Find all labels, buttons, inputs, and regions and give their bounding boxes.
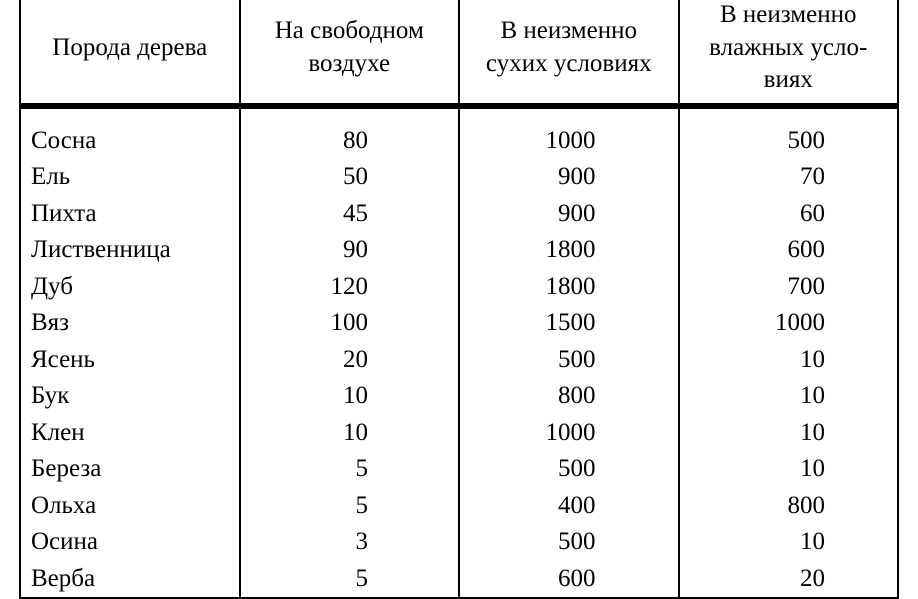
table-body: Сосна801000500Ель5090070Пихта4590060Лист… <box>20 107 898 599</box>
cell-value: 10 <box>240 378 460 415</box>
col-header-dry: В неизменно сухих условиях <box>459 0 679 104</box>
cell-species: Вяз <box>20 305 240 342</box>
table: Порода дерева На свободном воздухе В неи… <box>19 0 899 599</box>
table-row: Осина350010 <box>20 524 898 561</box>
cell-value: 1000 <box>679 305 899 342</box>
cell-value: 50 <box>240 159 460 196</box>
cell-value: 45 <box>240 196 460 233</box>
col-header-species: Порода дерева <box>20 0 240 104</box>
cell-species: Осина <box>20 524 240 561</box>
cell-species: Дуб <box>20 269 240 306</box>
cell-value: 5 <box>240 561 460 599</box>
cell-value: 800 <box>459 378 679 415</box>
cell-value: 500 <box>459 451 679 488</box>
table-row: Вяз10015001000 <box>20 305 898 342</box>
table-row: Ель5090070 <box>20 159 898 196</box>
table-header: Порода дерева На свободном воздухе В неи… <box>20 0 898 104</box>
table-row: Дуб1201800700 <box>20 269 898 306</box>
cell-value: 700 <box>679 269 899 306</box>
cell-value: 900 <box>459 159 679 196</box>
cell-value: 90 <box>240 232 460 269</box>
cell-value: 120 <box>240 269 460 306</box>
cell-species: Пихта <box>20 196 240 233</box>
cell-value: 500 <box>459 342 679 379</box>
table-row: Пихта4590060 <box>20 196 898 233</box>
cell-value: 1500 <box>459 305 679 342</box>
table-row: Лиственница901800600 <box>20 232 898 269</box>
cell-value: 20 <box>240 342 460 379</box>
cell-species: Ольха <box>20 488 240 525</box>
cell-value: 10 <box>679 415 899 452</box>
cell-value: 500 <box>679 123 899 160</box>
cell-value: 80 <box>240 123 460 160</box>
cell-value: 3 <box>240 524 460 561</box>
cell-value: 70 <box>679 159 899 196</box>
table-row: Бук1080010 <box>20 378 898 415</box>
cell-species: Верба <box>20 561 240 599</box>
cell-value: 10 <box>679 451 899 488</box>
cell-value: 900 <box>459 196 679 233</box>
cell-species: Ясень <box>20 342 240 379</box>
table-row: Верба560020 <box>20 561 898 599</box>
cell-value: 10 <box>240 415 460 452</box>
cell-value: 1800 <box>459 232 679 269</box>
cell-species: Клен <box>20 415 240 452</box>
table-row: Клен10100010 <box>20 415 898 452</box>
cell-value: 400 <box>459 488 679 525</box>
cell-value: 1000 <box>459 415 679 452</box>
cell-value: 500 <box>459 524 679 561</box>
cell-species: Бук <box>20 378 240 415</box>
cell-value: 60 <box>679 196 899 233</box>
cell-value: 600 <box>459 561 679 599</box>
cell-value: 5 <box>240 488 460 525</box>
cell-value: 10 <box>679 378 899 415</box>
wood-durability-table: Порода дерева На свободном воздухе В неи… <box>19 0 899 599</box>
cell-species: Лиственница <box>20 232 240 269</box>
col-header-wet: В неизменно влажных усло-виях <box>679 0 899 104</box>
cell-value: 1800 <box>459 269 679 306</box>
cell-value: 20 <box>679 561 899 599</box>
table-row: Береза550010 <box>20 451 898 488</box>
table-row: Ольха5400800 <box>20 488 898 525</box>
cell-value: 5 <box>240 451 460 488</box>
table-row: Ясень2050010 <box>20 342 898 379</box>
cell-value: 10 <box>679 342 899 379</box>
cell-species: Береза <box>20 451 240 488</box>
cell-value: 100 <box>240 305 460 342</box>
table-row: Сосна801000500 <box>20 123 898 160</box>
cell-value: 1000 <box>459 123 679 160</box>
cell-species: Ель <box>20 159 240 196</box>
cell-species: Сосна <box>20 123 240 160</box>
cell-value: 10 <box>679 524 899 561</box>
col-header-open-air: На свободном воздухе <box>240 0 460 104</box>
cell-value: 600 <box>679 232 899 269</box>
cell-value: 800 <box>679 488 899 525</box>
